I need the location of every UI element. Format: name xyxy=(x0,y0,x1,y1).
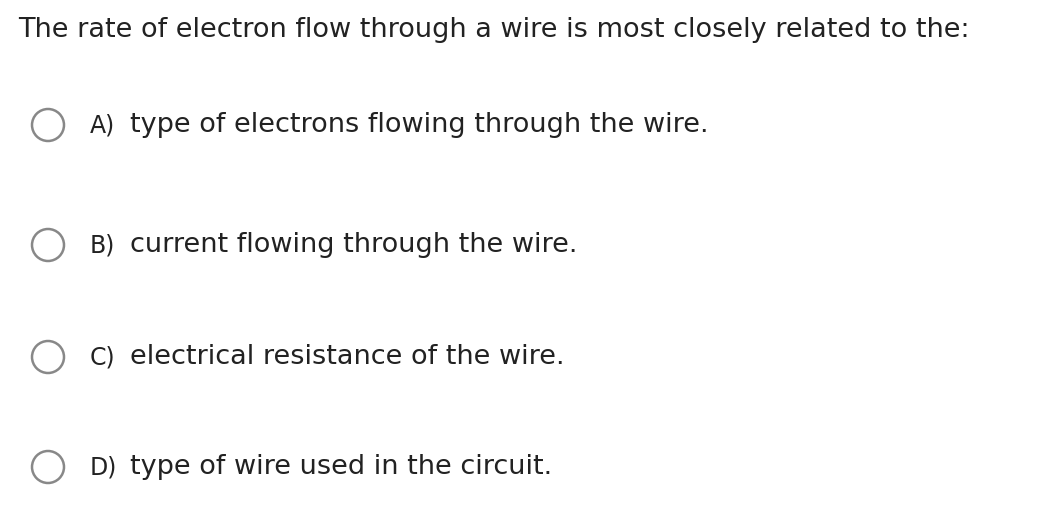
Text: D): D) xyxy=(90,455,118,479)
Text: A): A) xyxy=(90,113,116,137)
Text: C): C) xyxy=(90,345,116,369)
Text: B): B) xyxy=(90,233,116,257)
Text: type of wire used in the circuit.: type of wire used in the circuit. xyxy=(130,454,552,480)
Text: The rate of electron flow through a wire is most closely related to the:: The rate of electron flow through a wire… xyxy=(18,17,970,43)
Text: electrical resistance of the wire.: electrical resistance of the wire. xyxy=(130,344,565,370)
Text: current flowing through the wire.: current flowing through the wire. xyxy=(130,232,578,258)
Text: type of electrons flowing through the wire.: type of electrons flowing through the wi… xyxy=(130,112,708,138)
